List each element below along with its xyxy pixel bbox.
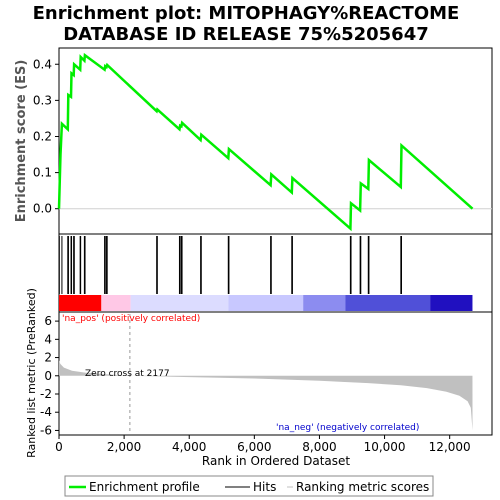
metric-y-tick-label: -4 <box>40 405 52 419</box>
gradient-block <box>101 295 131 311</box>
metric-x-tick-label: 8,000 <box>302 440 336 454</box>
legend-enrichment-label: Enrichment profile <box>89 480 200 494</box>
chart-title-line1: Enrichment plot: MITOPHAGY%REACTOME <box>33 3 460 24</box>
rank-gradient-bar <box>59 295 473 311</box>
na-neg-label: 'na_neg' (negatively correlated) <box>276 423 419 433</box>
metric-y-tick-label: -6 <box>40 423 52 437</box>
es-y-axis: 0.0 0.1 0.2 0.3 0.4 <box>33 57 59 216</box>
metric-x-tick-label: 2,000 <box>107 440 141 454</box>
gradient-block <box>430 295 473 311</box>
na-pos-label: 'na_pos' (positively correlated) <box>62 314 200 324</box>
es-y-tick-label: 0.1 <box>33 166 52 180</box>
metric-x-axis-label: Rank in Ordered Dataset <box>202 454 350 468</box>
metric-y-tick-label: 2 <box>44 351 52 365</box>
gradient-block <box>345 295 431 311</box>
es-y-axis-label: Enrichment score (ES) <box>14 60 29 223</box>
gradient-block <box>303 295 346 311</box>
metric-x-tick-label: 6,000 <box>237 440 271 454</box>
metric-y-tick-label: 4 <box>44 332 52 346</box>
es-y-tick-label: 0.4 <box>33 57 52 71</box>
legend-box <box>64 475 434 497</box>
metric-x-tick-label: 0 <box>55 440 63 454</box>
metric-x-axis: 0 2,000 4,000 6,000 8,000 10,000 12,000 <box>55 435 471 454</box>
metric-y-axis-label: Ranked list metric (PreRanked) <box>25 288 38 458</box>
gradient-block <box>130 295 229 311</box>
ranking-metric-area <box>59 360 473 431</box>
metric-y-axis: -6 -4 -2 0 2 4 6 <box>40 314 59 437</box>
metric-y-tick-label: -2 <box>40 387 52 401</box>
gradient-block <box>228 295 304 311</box>
metric-y-tick-label: 6 <box>44 314 52 328</box>
chart-title-line2: DATABASE ID RELEASE 75%5205647 <box>63 24 429 45</box>
legend-metric-label: Ranking metric scores <box>296 480 429 494</box>
zero-cross-label: Zero cross at 2177 <box>85 369 170 379</box>
metric-x-tick-label: 12,000 <box>429 440 471 454</box>
hits-group <box>58 236 402 294</box>
gradient-block <box>59 295 102 311</box>
legend-hits-label: Hits <box>253 480 276 494</box>
enrichment-profile-line <box>57 52 474 232</box>
metric-x-tick-label: 10,000 <box>364 440 406 454</box>
es-y-tick-label: 0.3 <box>33 93 52 107</box>
es-y-tick-label: 0.0 <box>33 202 52 216</box>
es-y-tick-label: 0.2 <box>33 129 52 143</box>
metric-y-tick-label: 0 <box>44 369 52 383</box>
metric-x-tick-label: 4,000 <box>172 440 206 454</box>
